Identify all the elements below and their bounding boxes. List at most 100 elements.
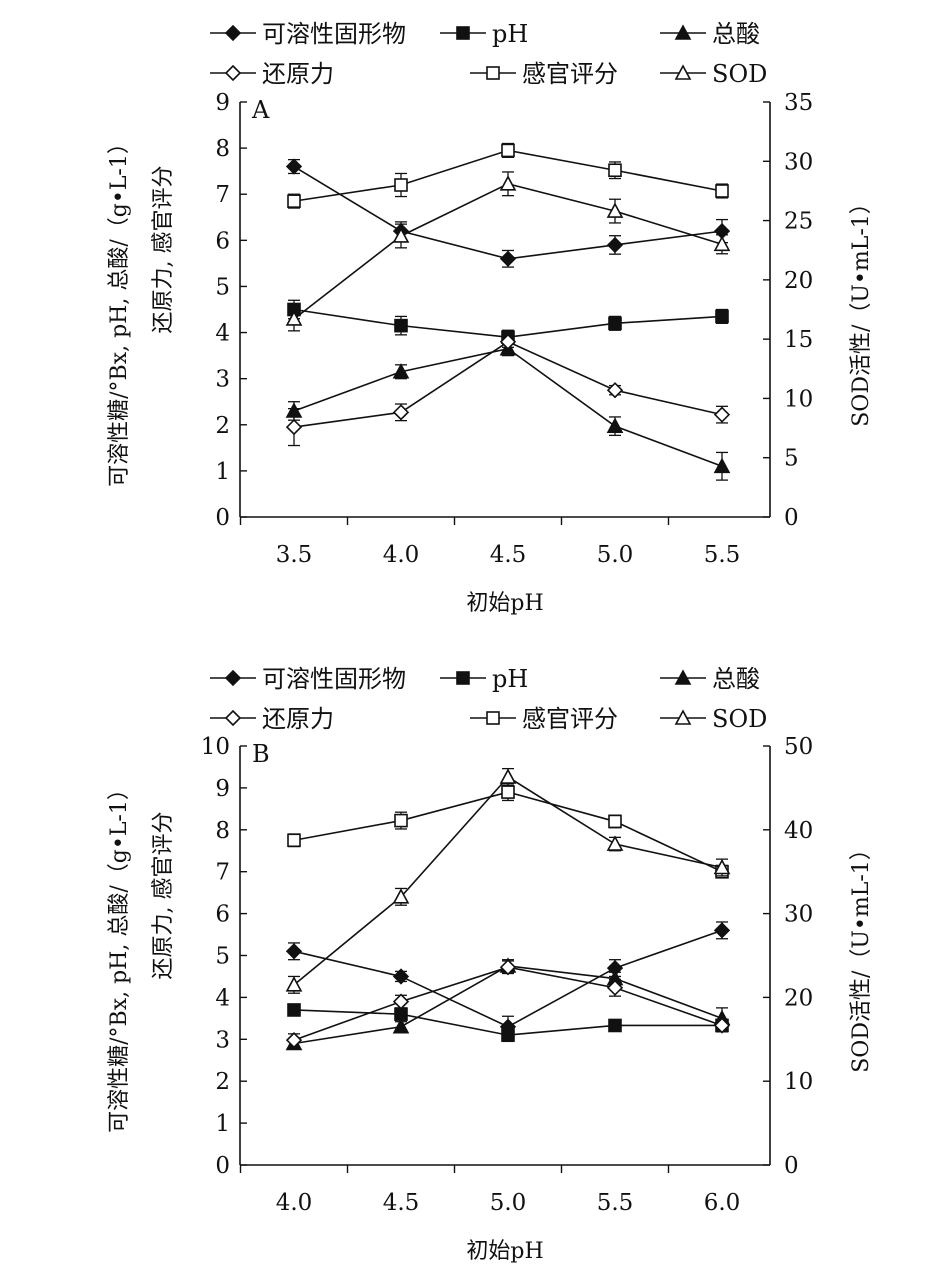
y-tick-label-right: 5	[784, 446, 799, 472]
legend-label: pH	[492, 20, 528, 48]
data-point	[285, 310, 303, 326]
y-axis-label-left: 可溶性糖/°Bx, pH, 总酸/（g•L-1）	[107, 132, 132, 487]
data-point	[608, 814, 622, 829]
data-point	[608, 163, 622, 178]
x-tick-label: 4.5	[490, 542, 527, 568]
legend-item: 感官评分	[470, 60, 618, 88]
legend-item: pH	[440, 20, 528, 48]
data-point	[392, 993, 410, 1010]
x-tick-label: 4.0	[383, 542, 420, 568]
data-point	[606, 382, 624, 399]
legend-item: 总酸	[660, 20, 760, 48]
data-point	[501, 785, 515, 799]
data-point	[285, 976, 303, 992]
data-point	[394, 318, 408, 333]
series-4	[287, 783, 729, 879]
series-5	[285, 767, 731, 994]
x-tick-label: 4.0	[276, 1190, 313, 1216]
y-tick-label-right: 50	[784, 734, 813, 760]
legend-marker	[224, 24, 242, 42]
legend-label: 总酸	[712, 665, 760, 693]
data-point	[499, 959, 517, 976]
x-tick-label: 5.0	[597, 542, 634, 568]
data-point	[713, 922, 731, 939]
x-tick-label: 5.5	[704, 542, 741, 568]
y-tick-label-left: 8	[215, 818, 230, 844]
y-tick-label-left: 8	[215, 136, 230, 162]
y-tick-label-left: 9	[215, 776, 230, 802]
y-tick-label-right: 0	[784, 505, 799, 531]
y-tick-label-left: 1	[215, 459, 230, 485]
legend-item: SOD	[660, 60, 767, 88]
legend-label: SOD	[712, 705, 767, 733]
legend-item: 还原力	[210, 60, 334, 88]
legend-marker	[224, 669, 242, 687]
y-tick-label-left: 9	[215, 90, 230, 116]
y-tick-label-right: 20	[784, 985, 813, 1011]
data-point	[392, 227, 410, 243]
legend-marker	[486, 66, 500, 80]
y-tick-label-left: 4	[215, 985, 230, 1011]
y-tick-label-left: 1	[215, 1111, 230, 1137]
series-4	[287, 142, 729, 209]
y-tick-label-right: 15	[784, 327, 813, 353]
y-tick-label-left: 5	[215, 274, 230, 300]
y-tick-label-left: 10	[201, 734, 230, 760]
x-axis-label: 初始pH	[466, 591, 543, 616]
y-tick-label-right: 35	[784, 90, 813, 116]
x-tick-label: 4.5	[383, 1190, 420, 1216]
y-tick-label-right: 20	[784, 268, 813, 294]
y-axis-label-right: SOD活性/（U•mL-1）	[849, 192, 874, 427]
data-point	[392, 968, 410, 985]
y-tick-label-left: 0	[215, 1153, 230, 1179]
data-point	[606, 236, 624, 254]
y-tick-label-right: 0	[784, 1153, 799, 1179]
legend-item: 总酸	[660, 665, 760, 693]
data-point	[608, 1018, 622, 1033]
legend-marker	[224, 709, 242, 727]
panel-label: A	[251, 96, 270, 124]
legend-marker	[674, 669, 692, 685]
legend-label: 感官评分	[522, 705, 618, 733]
series-5	[285, 171, 731, 332]
legend-item: pH	[440, 665, 528, 693]
legend-marker	[674, 24, 692, 40]
data-point	[715, 184, 729, 198]
legend-marker	[224, 64, 242, 82]
y-tick-label-left: 7	[215, 182, 230, 208]
data-point	[713, 858, 731, 875]
y-axis-label-right: SOD活性/（U•mL-1）	[849, 838, 874, 1073]
data-point	[285, 1032, 303, 1049]
data-point	[287, 833, 301, 848]
x-tick-label: 6.0	[704, 1190, 741, 1216]
data-point	[501, 143, 515, 158]
y-tick-label-right: 40	[784, 818, 813, 844]
y-tick-label-left: 7	[215, 860, 230, 886]
legend-label: 可溶性固形物	[262, 665, 406, 693]
y-tick-label-left: 0	[215, 505, 230, 531]
data-point	[287, 194, 301, 208]
data-point	[713, 457, 731, 474]
data-point	[392, 888, 410, 904]
legend-label: 可溶性固形物	[262, 20, 406, 48]
y-tick-label-right: 25	[784, 209, 813, 235]
legend-label: 感官评分	[522, 60, 618, 88]
series-line	[293, 347, 723, 468]
data-point	[606, 835, 624, 851]
y-tick-label-left: 6	[215, 902, 230, 928]
legend-label: 总酸	[712, 20, 760, 48]
legend-item: 可溶性固形物	[210, 665, 406, 693]
series-2	[285, 340, 731, 481]
y-tick-label-left: 3	[215, 1027, 230, 1053]
y-axis-label-left-2: 还原力, 感官评分	[151, 812, 176, 980]
data-point	[499, 768, 517, 784]
legend-marker	[456, 671, 470, 685]
y-axis-label-left: 可溶性糖/°Bx, pH, 总酸/（g•L-1）	[107, 778, 132, 1133]
legend-item: SOD	[660, 705, 767, 733]
panel-label: B	[252, 740, 270, 768]
y-tick-label-left: 6	[215, 228, 230, 254]
series-line	[293, 791, 723, 873]
